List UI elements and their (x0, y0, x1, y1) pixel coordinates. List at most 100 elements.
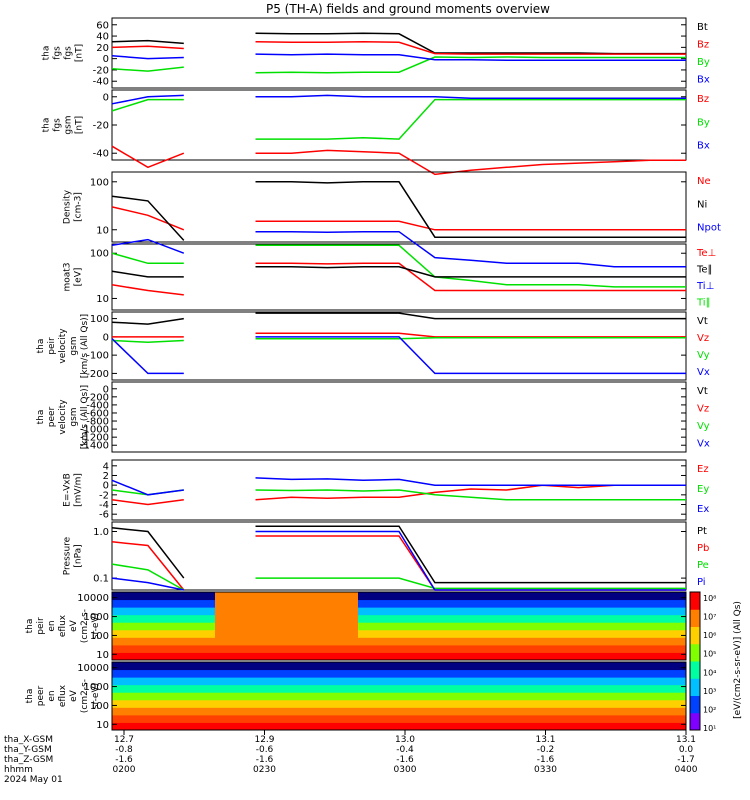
legend-Pb: Pb (697, 543, 709, 554)
spectrogram-band (112, 692, 146, 701)
spectrogram-band (215, 677, 358, 686)
series-line-Te∥ (111, 266, 686, 278)
spectrogram-band (146, 607, 215, 616)
spectrogram-band (215, 684, 358, 693)
legend-By: By (697, 117, 710, 128)
y-axis-label-line: tha (42, 118, 52, 133)
colorbar-frame (689, 591, 701, 731)
x-time-label: 0330 (534, 765, 557, 775)
spectrogram-band (358, 614, 686, 623)
y-tick-label: 1.0 (93, 527, 109, 538)
y-axis-label: tha fgs fgs [nT] (42, 44, 85, 62)
y-tick-label: -800 (86, 417, 109, 428)
y-axis-label-line: fgs (64, 46, 74, 60)
y-tick-label: -1400 (80, 441, 109, 452)
series-line-Bx (111, 94, 686, 105)
y-tick-label: -1000 (80, 425, 109, 436)
plot-title: P5 (TH-A) fields and ground moments over… (266, 2, 550, 16)
spectrogram-band (358, 669, 686, 678)
y-axis-label-line: eflux (58, 614, 68, 637)
x-coord-x: 13.0 (395, 735, 415, 745)
y-axis-label: tha peer en eflux eV (cm2-s-sr-eV) (25, 679, 101, 713)
y-tick-label: -1200 (80, 433, 109, 444)
y-axis-label-line: en (47, 620, 57, 631)
y-tick-label: 0 (103, 481, 109, 492)
series-line-Ti∥ (111, 244, 686, 288)
spectrogram-band (146, 699, 215, 708)
spectrogram-band (215, 714, 358, 723)
spectrogram-band (146, 707, 215, 716)
legend-Ez: Ez (697, 464, 709, 475)
y-axis-label-line: en (47, 690, 57, 701)
spectrogram-band (112, 622, 146, 631)
y-axis-label-line: tha (25, 689, 35, 704)
colorbar-tick: 10² (703, 705, 716, 714)
y-axis-label-line: [nT] (75, 44, 85, 62)
spectrogram-band (358, 592, 686, 601)
spectrogram-band (358, 637, 686, 646)
y-axis-label-line: eV (69, 689, 79, 702)
x-coord-y: -0.8 (115, 745, 133, 755)
y-tick-label: 10 (96, 720, 109, 731)
y-tick-label: 0 (103, 384, 109, 395)
y-axis-label: Pressure [nPa] (63, 536, 84, 575)
spectrogram-band (146, 662, 215, 671)
y-axis-label-line: peir (47, 337, 57, 355)
series-line-Pi (111, 530, 686, 591)
y-axis-label-line: eflux (58, 684, 68, 707)
y-tick-label: -600 (86, 408, 109, 419)
legend-Vx: Vx (697, 367, 710, 378)
series-line-Bz (111, 40, 686, 55)
panel-frame (111, 521, 687, 591)
y-tick-label: 100 (90, 249, 109, 260)
panel-frame (111, 591, 687, 661)
y-axis-label-line: moat3 (63, 262, 73, 291)
series-line-Bz (111, 145, 686, 176)
panel-temperature: 100 10 moat3 [eV] Te⊥ Te∥ Ti⊥ Ti∥ (63, 230, 716, 311)
spectrogram-band (112, 669, 146, 678)
legend-Pe: Pe (697, 560, 709, 571)
spectrogram-band (112, 592, 146, 601)
x-time-label: 0300 (394, 765, 417, 775)
series-line-Vx (111, 336, 686, 375)
spectrogram-band (146, 592, 215, 601)
legend-Vy: Vy (697, 421, 710, 432)
series-line-Vt (111, 312, 686, 325)
spectrogram-band (146, 677, 215, 686)
y-tick-label: 100 (90, 631, 109, 642)
x-coord-z: -1.6 (256, 755, 274, 765)
spectrogram-band (215, 607, 358, 616)
spectrogram-band (112, 599, 146, 608)
y-tick-label: 100 (90, 701, 109, 712)
y-axis-label-line: [cm-3] (74, 192, 84, 222)
spectrogram-band (358, 622, 686, 631)
spectrogram-band (215, 644, 358, 653)
x-coord-x: 13.1 (535, 735, 555, 745)
spectrogram-band (146, 637, 215, 646)
spectrogram-band (112, 707, 146, 716)
y-axis-label-line: velocity (58, 328, 68, 364)
spectrogram-band (146, 722, 215, 731)
y-axis-label-line: sr-eV) (91, 613, 101, 639)
y-tick-label: 100 (90, 314, 109, 325)
series-line-Te⊥ (111, 262, 686, 296)
spectrogram-band (146, 692, 215, 701)
y-axis-label-line: gsm (69, 407, 79, 426)
legend-Bz: Bz (697, 40, 709, 51)
series-line-Vy (111, 337, 686, 344)
y-axis-label-line: sr-eV) (91, 683, 101, 709)
y-tick-label: -100 (86, 351, 109, 362)
series-line-Ti⊥ (111, 230, 686, 268)
series-line-Pe (111, 563, 686, 591)
y-tick-label: 1000 (84, 612, 109, 623)
legend-Bt: Bt (697, 22, 708, 33)
colorbar-segment (690, 643, 700, 662)
colorbar-segment (690, 609, 700, 627)
y-tick-label: 10 (96, 294, 109, 305)
x-coord-z: -1.6 (115, 755, 133, 765)
series-line-Bx (111, 53, 686, 62)
colorbar-segment (690, 695, 700, 714)
x-coord-x: 13.1 (676, 735, 696, 745)
spectrogram-band (146, 622, 215, 631)
y-tick-label: 0 (103, 332, 109, 343)
